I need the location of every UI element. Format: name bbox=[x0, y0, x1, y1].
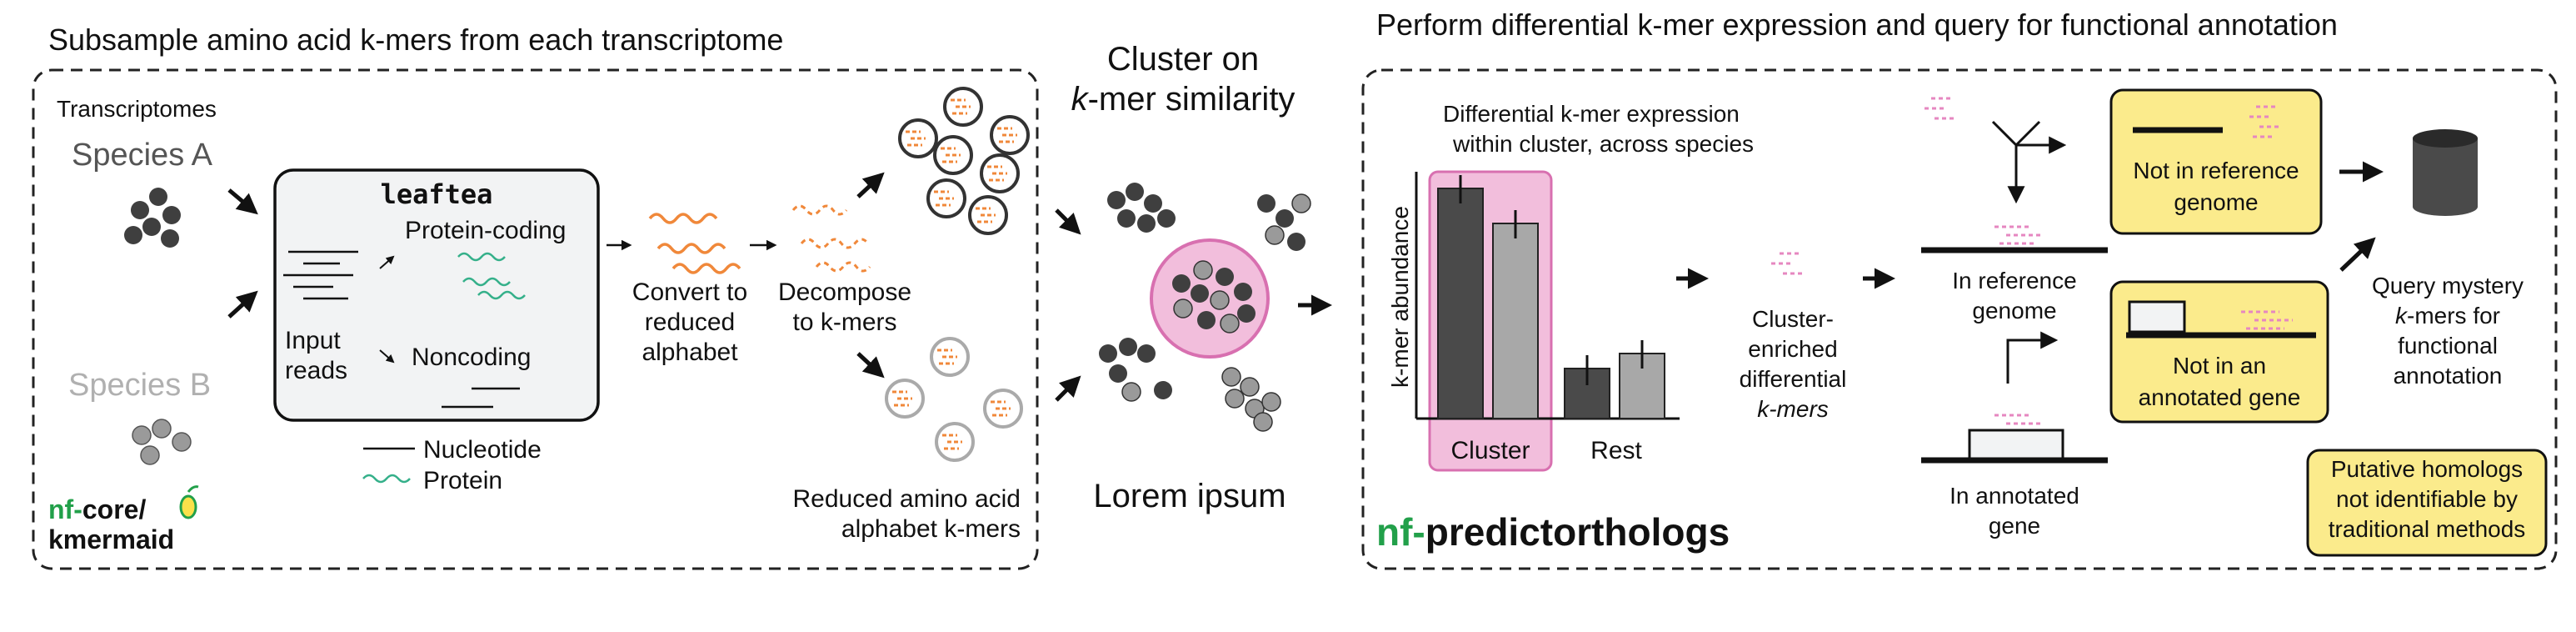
convert-label-2: reduced bbox=[645, 308, 735, 336]
bar-cluster-species-a bbox=[1437, 188, 1484, 419]
kmer-fragments bbox=[791, 204, 871, 273]
not-in-annotated-kmers bbox=[2241, 310, 2293, 330]
arrow-b-kmers-to-cluster bbox=[1055, 375, 1081, 402]
species-a-kmer-circles bbox=[898, 87, 1030, 235]
left-panel-title: Subsample amino acid k-mers from each tr… bbox=[48, 23, 783, 57]
input-reads-lines bbox=[283, 250, 358, 300]
chart-title-2: within cluster, across species bbox=[1452, 131, 1754, 157]
annotated-kmers bbox=[1994, 414, 2041, 425]
protein-coding-label: Protein-coding bbox=[405, 217, 566, 244]
enriched-kmers-icon bbox=[1771, 252, 1805, 275]
in-reference-label-1: In reference bbox=[1952, 268, 2076, 293]
cluster-title-1: Cluster on bbox=[1107, 41, 1259, 78]
legend-protein-label: Protein bbox=[423, 467, 502, 494]
in-reference-label-2: genome bbox=[1972, 298, 2056, 324]
enriched-label-4: k-mers bbox=[1757, 396, 1829, 422]
arrow-to-species-b-kmers bbox=[856, 352, 885, 379]
query-label-3: functional bbox=[2398, 333, 2498, 359]
noncoding-lines bbox=[442, 387, 520, 409]
bars bbox=[1437, 175, 1665, 419]
arrow-b-to-leaftea bbox=[227, 290, 258, 319]
convert-label-1: Convert to bbox=[632, 278, 747, 306]
in-annotated-label-2: gene bbox=[1989, 513, 2040, 539]
y-axis-label: k-mer abundance bbox=[1387, 206, 1413, 388]
leaftea-title: leaftea bbox=[381, 178, 493, 210]
cluster-circle bbox=[1150, 238, 1270, 359]
reduced-alphabet-waves bbox=[648, 213, 741, 274]
convert-label-3: alphabet bbox=[642, 339, 738, 366]
legend-protein-line bbox=[362, 474, 411, 484]
arrow-to-noncoding bbox=[379, 349, 395, 364]
right-panel-title: Perform differential k-mer expression an… bbox=[1376, 8, 2338, 42]
species-a-dots bbox=[124, 188, 181, 248]
enriched-label-2: enriched bbox=[1748, 336, 1837, 362]
category-cluster: Cluster bbox=[1450, 437, 1530, 464]
species-a-label: Species A bbox=[72, 138, 213, 173]
in-annotated-label-1: In annotated bbox=[1949, 483, 2079, 509]
bar-cluster-species-b bbox=[1492, 223, 1539, 419]
nfcore-logo-text: nf-core/ bbox=[48, 494, 146, 524]
placeholder-text: Lorem ipsum bbox=[1093, 478, 1286, 514]
apple-icon bbox=[179, 485, 199, 519]
species-b-dots bbox=[132, 419, 192, 465]
not-in-annotated-gene-box bbox=[2128, 300, 2186, 334]
database-icon bbox=[2413, 129, 2478, 216]
not-in-reference-label-2: genome bbox=[2174, 189, 2258, 215]
not-in-reference-kmers bbox=[2249, 105, 2281, 138]
reduced-kmers-label-2: alphabet k-mers bbox=[841, 515, 1021, 543]
reference-kmers bbox=[1994, 225, 2041, 245]
left-panel-border bbox=[32, 68, 1039, 570]
predictorthologs-logo-name: predictorthologs bbox=[1425, 510, 1730, 554]
nfcore-logo-core: core/ bbox=[82, 494, 147, 524]
not-in-reference-label-1: Not in reference bbox=[2133, 158, 2299, 183]
putative-homologs-box bbox=[2306, 449, 2548, 557]
species-b-kmer-circles bbox=[885, 337, 1023, 462]
not-in-annotated-label-1: Not in an bbox=[2173, 353, 2266, 379]
arrow-annotated-to-database bbox=[2339, 237, 2376, 272]
category-rest: Rest bbox=[1590, 437, 1642, 464]
cluster-dots bbox=[1172, 260, 1256, 334]
putative-label-3: traditional methods bbox=[2329, 516, 2526, 542]
enriched-label-3: differential bbox=[1740, 366, 1847, 392]
query-label-4: annotation bbox=[2394, 363, 2503, 389]
unclustered-dots bbox=[1099, 183, 1311, 432]
species-b-label: Species B bbox=[68, 368, 211, 403]
putative-label-1: Putative homologs bbox=[2331, 456, 2523, 482]
enriched-label-1: Cluster- bbox=[1752, 306, 1834, 332]
nfcore-logo-prefix: nf- bbox=[48, 494, 82, 524]
top-kmers-icon bbox=[1925, 97, 1956, 120]
legend-nucleotide-label: Nucleotide bbox=[423, 436, 542, 464]
decompose-label-2: to k-mers bbox=[792, 308, 896, 336]
protein-squiggles bbox=[457, 252, 526, 300]
branch-arrow-annotated bbox=[2006, 331, 2059, 384]
arrow-to-species-a-kmers bbox=[856, 172, 885, 198]
right-panel-border bbox=[1361, 68, 2558, 570]
putative-label-2: not identifiable by bbox=[2336, 486, 2518, 512]
arrow-to-coding bbox=[379, 255, 395, 269]
input-reads-label-1: Input bbox=[285, 327, 341, 354]
kmermaid-logo-text: kmermaid bbox=[48, 524, 174, 554]
chart-title-1: Differential k-mer expression bbox=[1443, 101, 1740, 127]
query-label-1: Query mystery bbox=[2372, 273, 2524, 298]
not-in-annotated-label-2: annotated gene bbox=[2139, 384, 2301, 410]
reduced-kmers-label-1: Reduced amino acid bbox=[792, 485, 1021, 513]
cluster-title-2: k-mer similarity bbox=[1071, 81, 1295, 118]
leaftea-box bbox=[273, 168, 600, 422]
query-label-2: k-mers for bbox=[2395, 303, 2500, 329]
annotated-gene-box bbox=[1968, 429, 2064, 462]
input-reads-label-2: reads bbox=[285, 357, 347, 384]
predictorthologs-logo: nf-predictorthologs bbox=[1376, 510, 1730, 554]
decompose-label-1: Decompose bbox=[778, 278, 911, 306]
transcriptomes-label: Transcriptomes bbox=[57, 96, 217, 122]
branch-fork bbox=[1991, 120, 2041, 147]
predictorthologs-logo-prefix: nf- bbox=[1376, 510, 1425, 554]
noncoding-label: Noncoding bbox=[412, 344, 531, 371]
arrow-a-kmers-to-cluster bbox=[1055, 208, 1081, 235]
arrow-a-to-leaftea bbox=[227, 188, 258, 215]
